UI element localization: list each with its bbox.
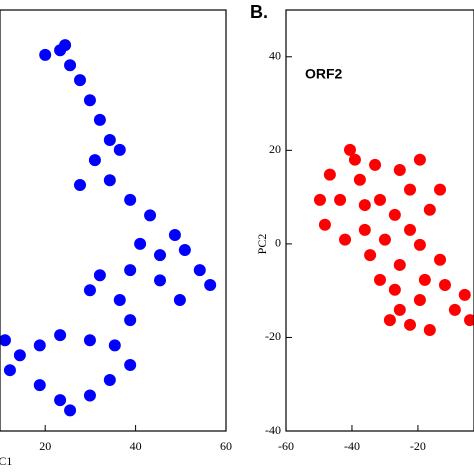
point xyxy=(393,163,406,176)
point xyxy=(88,154,101,167)
point xyxy=(404,223,417,236)
point xyxy=(383,314,396,327)
point xyxy=(339,233,352,246)
point xyxy=(318,218,331,231)
x-tick-label: -20 xyxy=(410,439,426,453)
y-tick-label: -20 xyxy=(265,329,281,343)
point xyxy=(0,334,11,347)
point xyxy=(74,178,87,191)
point xyxy=(369,158,382,171)
point xyxy=(83,334,96,347)
point xyxy=(154,249,167,262)
y-axis-label: PC2 xyxy=(255,234,269,255)
y-tick-label: 40 xyxy=(269,49,281,63)
point xyxy=(64,404,77,417)
point xyxy=(103,174,116,187)
point xyxy=(134,237,147,250)
point xyxy=(458,288,471,301)
point xyxy=(173,294,186,307)
point xyxy=(33,339,46,352)
point xyxy=(83,94,96,107)
point xyxy=(168,229,181,242)
point xyxy=(388,283,401,296)
point xyxy=(423,203,436,216)
point xyxy=(434,253,447,266)
point xyxy=(193,264,206,277)
point xyxy=(54,394,67,407)
point xyxy=(413,294,426,307)
point xyxy=(393,303,406,316)
point xyxy=(64,59,77,72)
point xyxy=(204,279,217,292)
x-tick-label: 60 xyxy=(220,439,232,453)
point xyxy=(413,153,426,166)
point xyxy=(103,134,116,147)
point xyxy=(154,274,167,287)
point xyxy=(393,258,406,271)
point xyxy=(13,349,26,362)
point xyxy=(113,294,126,307)
x-tick-label: 40 xyxy=(130,439,142,453)
point xyxy=(124,314,137,327)
y-tick-label: -40 xyxy=(265,423,281,437)
point xyxy=(448,303,461,316)
x-tick-label: -60 xyxy=(278,439,294,453)
point xyxy=(33,379,46,392)
point xyxy=(124,359,137,372)
plot-frame xyxy=(0,9,227,432)
point xyxy=(83,284,96,297)
point xyxy=(464,314,474,327)
point xyxy=(388,208,401,221)
point xyxy=(59,39,72,52)
point xyxy=(124,264,137,277)
point xyxy=(413,238,426,251)
point xyxy=(74,74,87,87)
point xyxy=(348,153,361,166)
point xyxy=(83,389,96,402)
point xyxy=(103,374,116,387)
point xyxy=(418,273,431,286)
point xyxy=(93,269,106,282)
point xyxy=(423,323,436,336)
x-axis-label: PC1 xyxy=(0,454,12,468)
point xyxy=(374,193,386,206)
point xyxy=(378,233,391,246)
point xyxy=(334,193,347,206)
point xyxy=(358,199,371,212)
x-tick-label: 20 xyxy=(39,439,51,453)
point xyxy=(374,273,386,286)
point xyxy=(438,279,451,292)
point xyxy=(3,364,16,377)
point xyxy=(364,249,377,262)
point xyxy=(54,329,67,342)
point xyxy=(178,243,191,256)
panel-title: ORF2 xyxy=(305,66,343,82)
point xyxy=(343,143,356,156)
x-tick-label: -40 xyxy=(344,439,360,453)
point xyxy=(434,183,447,196)
point xyxy=(108,339,121,352)
y-tick-label: 0 xyxy=(275,236,281,250)
plot-frame xyxy=(285,9,474,432)
point xyxy=(39,48,52,61)
point xyxy=(93,113,106,126)
y-tick-label: 20 xyxy=(269,142,281,156)
point xyxy=(323,168,336,181)
panel-label: B. xyxy=(250,2,268,22)
point xyxy=(404,318,417,331)
point xyxy=(313,193,326,206)
point xyxy=(113,143,126,156)
point xyxy=(404,183,417,196)
point xyxy=(124,193,137,206)
point xyxy=(144,209,157,222)
point xyxy=(353,173,366,186)
point xyxy=(358,223,371,236)
